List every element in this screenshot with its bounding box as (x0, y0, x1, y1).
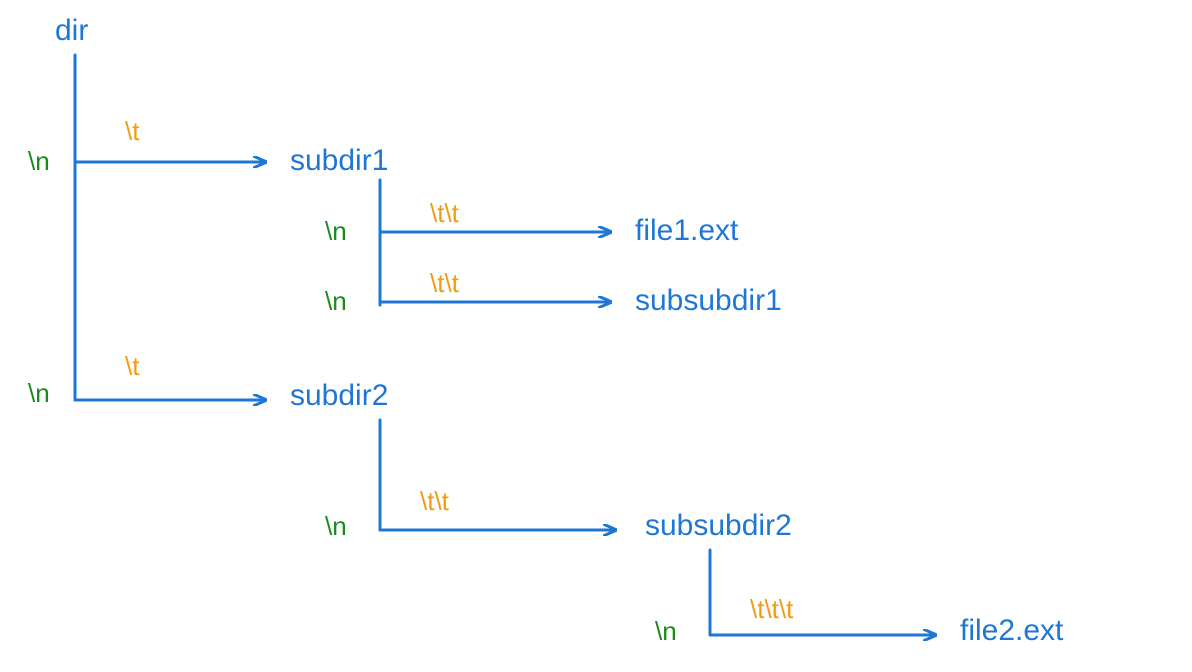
newline-annotation: \n (325, 286, 347, 316)
tab-annotation: \t (125, 351, 140, 381)
node-subsubdir1: subsubdir1 (635, 284, 782, 317)
node-subdir1: subdir1 (290, 144, 388, 177)
directory-tree-diagram: \t \n \t \n \t\t \n \t\t \n \t\t \n \t\t\t \n dir sub… (0, 0, 1192, 672)
tab-annotation: \t\t (430, 268, 460, 298)
tab-annotation: \t (125, 116, 140, 146)
labels-layer: \t \n \t \n \t\t \n \t\t \n \t\t \n \t\t\t \n dir sub… (28, 14, 1064, 647)
tab-annotation: \t\t (420, 486, 450, 516)
node-subsubdir2: subsubdir2 (645, 509, 792, 542)
node-subdir2: subdir2 (290, 379, 388, 412)
newline-annotation: \n (325, 511, 347, 541)
tab-annotation: \t\t (430, 198, 460, 228)
newline-annotation: \n (28, 378, 50, 408)
edges-layer (75, 55, 935, 635)
newline-annotation: \n (28, 146, 50, 176)
node-dir: dir (55, 14, 88, 47)
tab-annotation: \t\t\t (750, 594, 794, 624)
newline-annotation: \n (325, 216, 347, 246)
newline-annotation: \n (655, 616, 677, 646)
node-file2: file2.ext (960, 614, 1064, 647)
node-file1: file1.ext (635, 214, 739, 247)
